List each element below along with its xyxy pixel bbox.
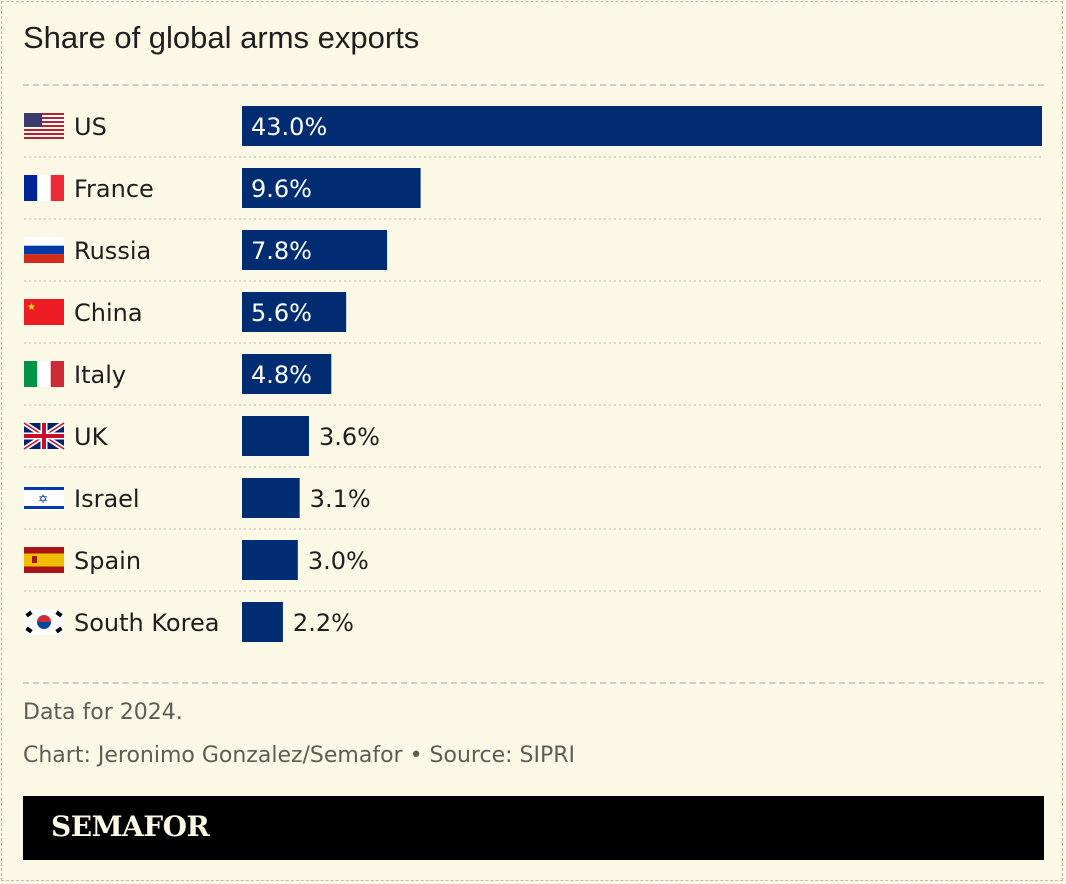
category-label: Israel — [74, 485, 140, 513]
value-label: 3.1% — [310, 485, 371, 513]
bar — [242, 230, 388, 270]
italy-flag-icon — [24, 361, 64, 387]
uk-flag-icon — [22, 420, 66, 452]
semafor-logo: SEMAFOR — [51, 810, 210, 843]
divider — [23, 682, 1044, 684]
divider — [23, 84, 1044, 86]
value-label: 9.6% — [251, 175, 312, 203]
category-label: UK — [74, 423, 109, 451]
value-label: 3.0% — [308, 547, 369, 575]
svg-text:★: ★ — [27, 302, 36, 313]
france-flag-icon — [24, 175, 64, 201]
svg-text:✡: ✡ — [38, 492, 48, 506]
israel-flag-icon: ✡ — [24, 485, 64, 511]
category-label: Italy — [74, 361, 126, 389]
category-label: China — [74, 299, 143, 327]
value-label: 5.6% — [251, 299, 312, 327]
russia-flag-icon — [24, 237, 64, 263]
bar — [242, 106, 1042, 146]
bar — [242, 540, 298, 580]
category-label: France — [74, 175, 154, 203]
us-flag-icon — [24, 113, 64, 139]
bar — [242, 168, 421, 208]
bar — [242, 354, 332, 394]
category-label: South Korea — [74, 609, 219, 637]
south-korea-flag-icon — [24, 609, 64, 635]
value-label: 43.0% — [251, 113, 327, 141]
bar-chart: US 43.0% France 9.6% Russia 7.8% ★ China 5.6% Ita… — [22, 106, 1042, 642]
value-label: 3.6% — [319, 423, 380, 451]
category-label: Spain — [74, 547, 141, 575]
china-flag-icon: ★ — [24, 299, 64, 325]
category-label: US — [74, 113, 107, 141]
chart-title: Share of global arms exports — [23, 20, 420, 55]
bar — [242, 478, 300, 518]
brand-bar: SEMAFOR — [23, 796, 1044, 860]
value-label: 2.2% — [293, 609, 354, 637]
bar — [242, 416, 309, 456]
bar — [242, 602, 283, 642]
data-note: Data for 2024. — [23, 700, 183, 725]
value-label: 7.8% — [251, 237, 312, 265]
value-label: 4.8% — [251, 361, 312, 389]
spain-flag-icon — [24, 547, 64, 573]
credit-line: Chart: Jeronimo Gonzalez/Semafor • Sourc… — [23, 743, 576, 768]
category-label: Russia — [74, 237, 151, 265]
bar — [242, 292, 347, 332]
